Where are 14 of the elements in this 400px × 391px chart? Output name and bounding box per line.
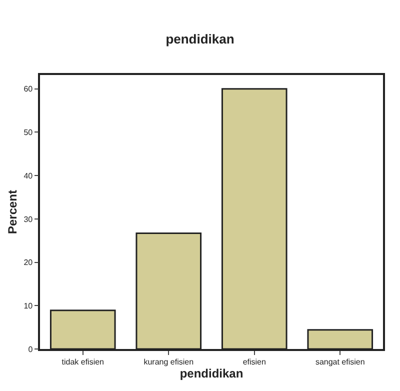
x-tick-label: efisien (242, 357, 266, 366)
x-tick-label: sangat efisien (315, 357, 365, 366)
x-tick-label: tidak efisien (62, 357, 104, 366)
y-tick-label: 20 (24, 258, 34, 268)
y-tick-label: 60 (24, 84, 34, 94)
y-tick-label: 30 (24, 214, 34, 224)
y-tick-label: 10 (24, 301, 34, 310)
y-tick-label: 50 (24, 128, 34, 138)
y-axis-title: Percent (6, 190, 20, 234)
chart-title: pendidikan (166, 32, 234, 47)
x-axis-title: pendidikan (180, 366, 244, 380)
y-tick-label: 40 (24, 171, 34, 180)
x-tick-label: kurang efisien (144, 357, 194, 366)
y-tick-label: 0 (28, 344, 34, 354)
